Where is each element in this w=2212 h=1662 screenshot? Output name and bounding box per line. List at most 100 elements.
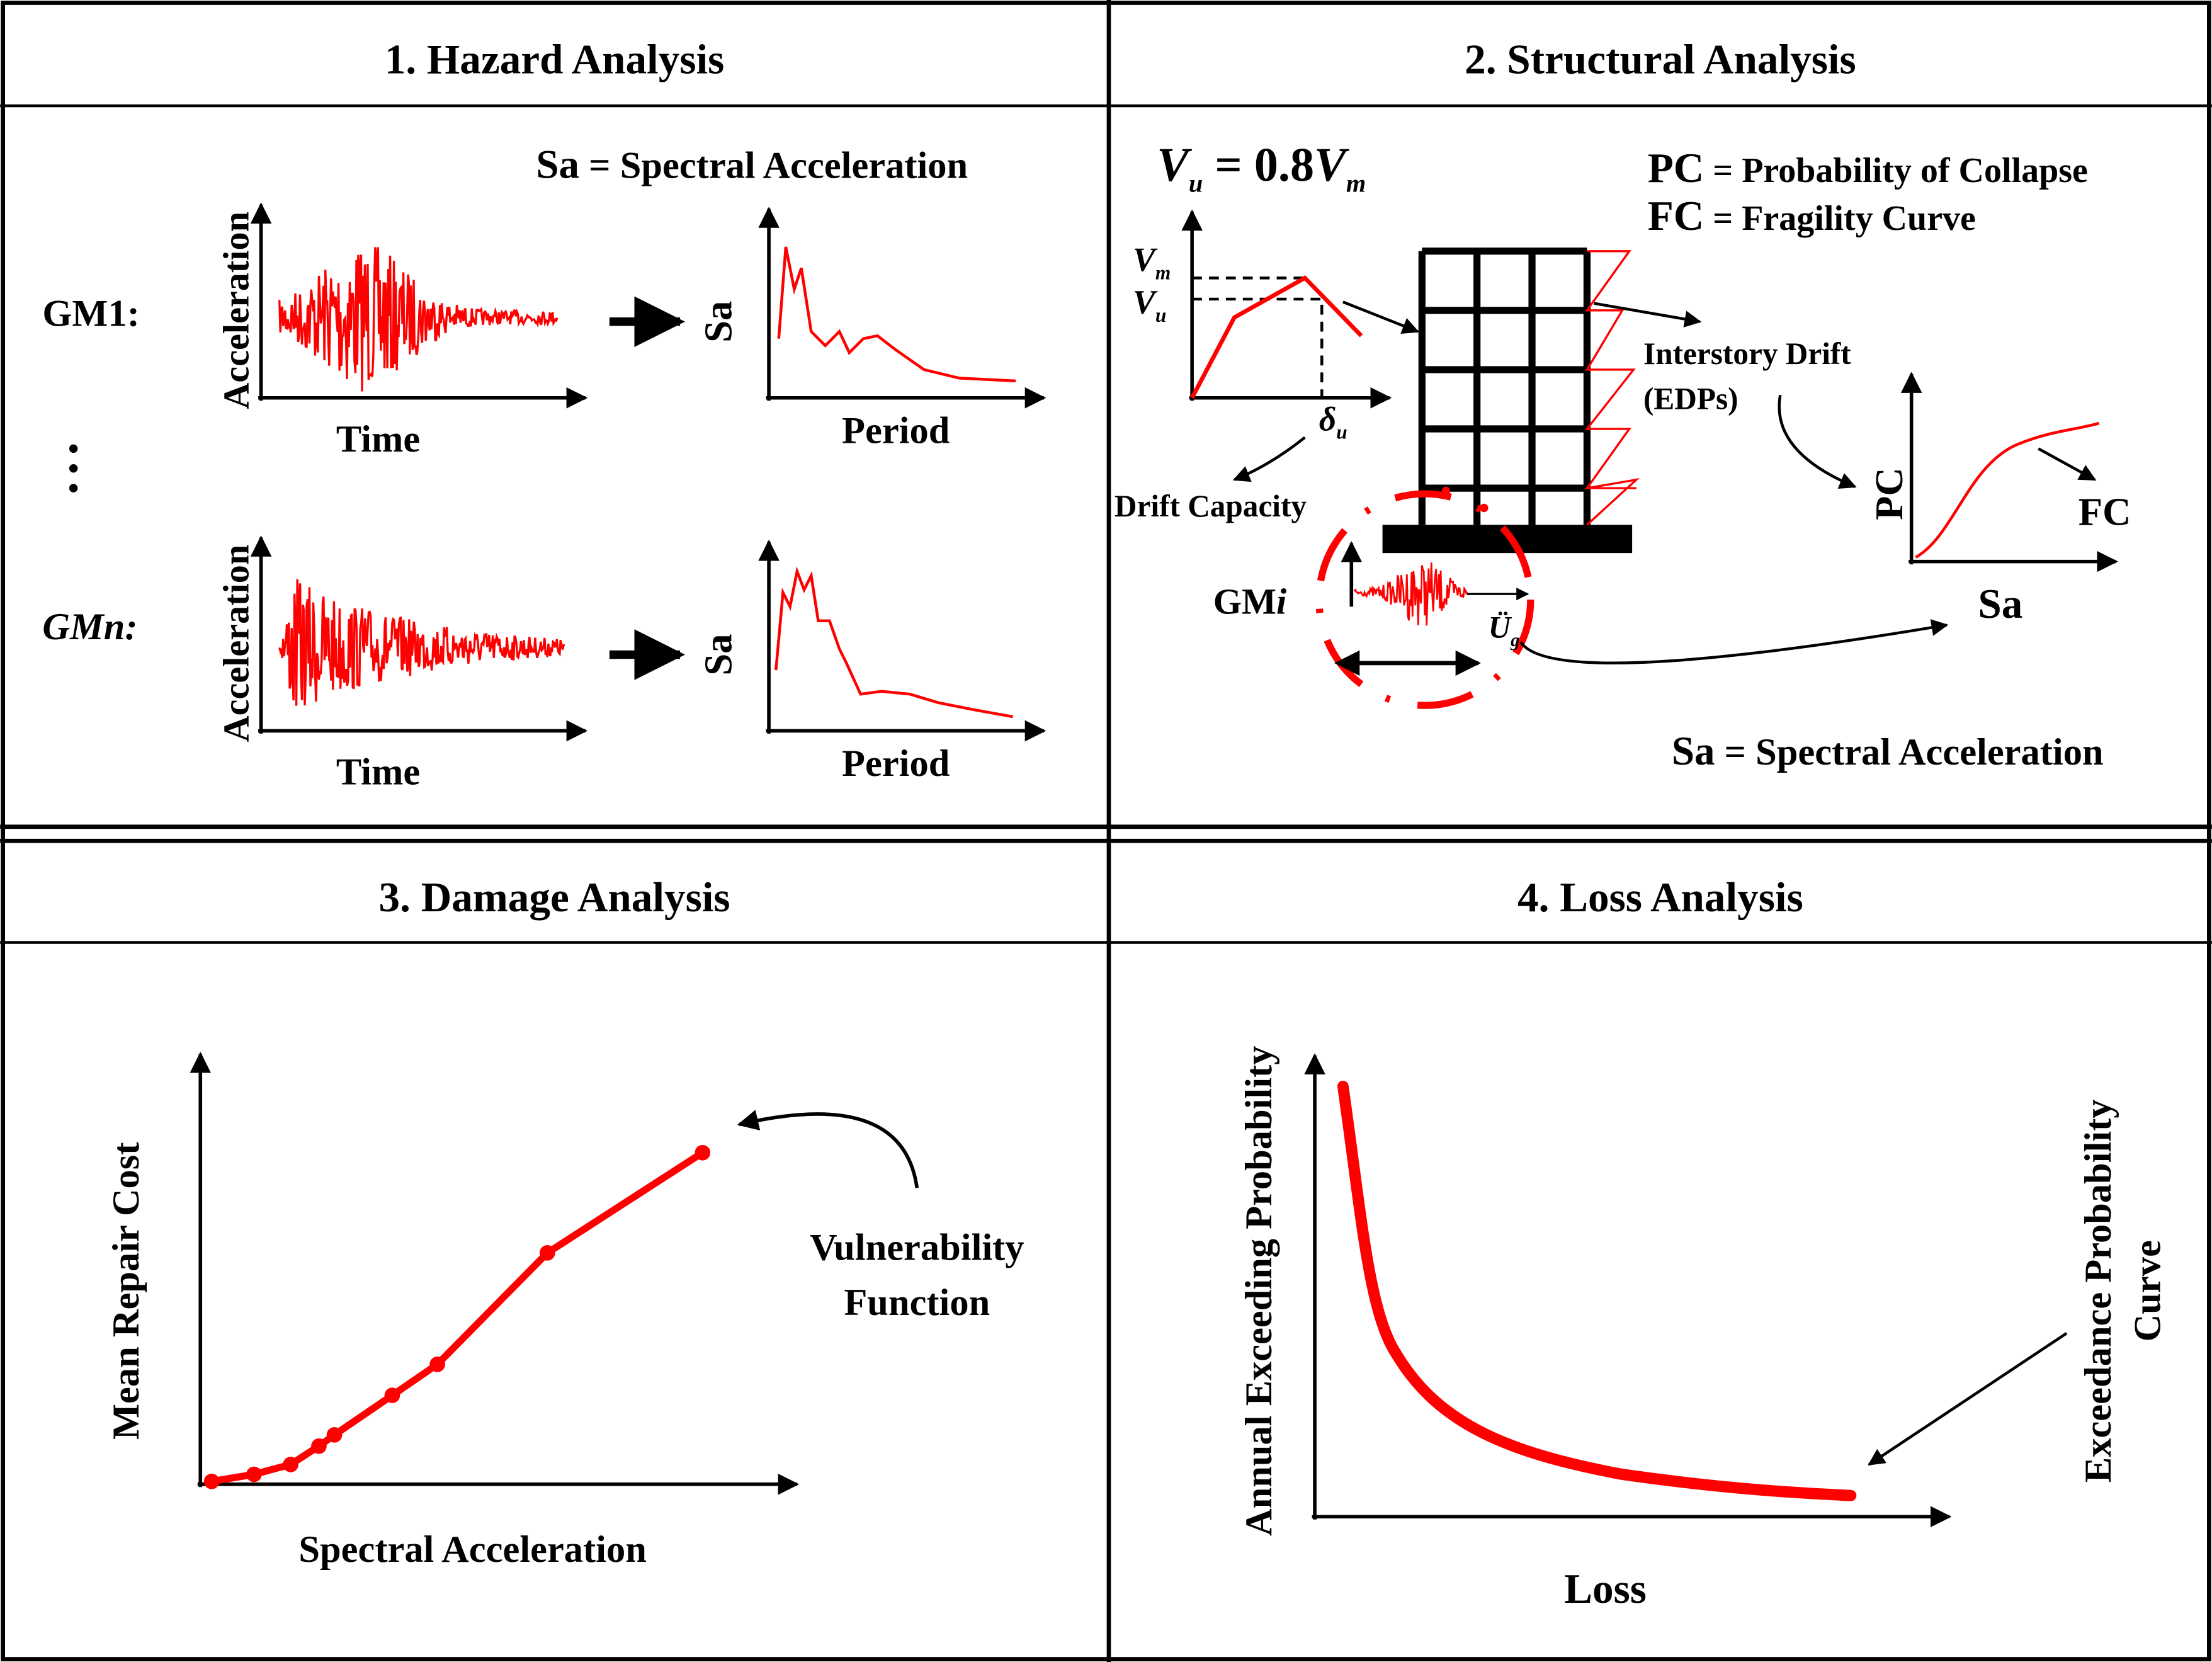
structural-panel: 2. Structural Analysis Vu = 0.8Vm PC = P… [1115, 35, 2131, 774]
ellipsis-dot [69, 484, 78, 492]
spectrum-y-label: Sa [696, 634, 740, 675]
delta-label: δu [1319, 400, 1347, 443]
point [203, 1473, 220, 1489]
sub: u [1336, 421, 1347, 443]
arrow [1868, 1332, 2068, 1466]
def-text: = Fragility Curve [1713, 199, 1976, 238]
abbr: PC [1648, 144, 1704, 191]
x-label: Loss [1564, 1565, 1647, 1612]
sub: u [1155, 304, 1166, 326]
curve-label: Exceedance Probability [2077, 1100, 2119, 1483]
vu-label: Vu [1133, 283, 1166, 326]
y-label: Mean Repair Cost [105, 1142, 147, 1440]
point [429, 1356, 445, 1372]
gm-i: i [1276, 581, 1286, 622]
point [246, 1466, 262, 1483]
curve-label: Function [844, 1282, 990, 1324]
sym: V [1133, 283, 1158, 321]
arrow [1594, 302, 1702, 327]
interstory-label: (EDPs) [1643, 382, 1738, 416]
ellipsis-dot [69, 464, 78, 473]
loss-panel: 4. Loss Analysis Annual Exceeding Probab… [1238, 874, 2169, 1612]
formula: Vu = 0.8Vm [1157, 139, 1366, 198]
point [283, 1457, 298, 1472]
panel-title: 3. Damage Analysis [379, 874, 730, 921]
gm: GM [1213, 581, 1276, 622]
point [695, 1144, 711, 1161]
vulnerability-curve [211, 1149, 705, 1485]
y-label: PC [1867, 467, 1911, 520]
abbr: Sa [536, 142, 579, 187]
interstory-label: Interstory Drift [1643, 336, 1851, 371]
sym: V [1314, 139, 1349, 191]
ground-circle [1315, 490, 1534, 709]
arrow [1519, 619, 1949, 664]
response-spectrum [774, 566, 1014, 719]
damage-panel: 3. Damage Analysis Mean Repair Cost Spec… [105, 874, 1024, 1571]
arrow [1342, 300, 1420, 334]
sym: Ü [1489, 610, 1512, 645]
gm-label: GMi [1213, 581, 1286, 622]
definition: FC = Fragility Curve [1648, 192, 1976, 239]
panel-title: 1. Hazard Analysis [385, 35, 724, 83]
abbr: FC [1648, 192, 1704, 239]
curve-label: Curve [2126, 1240, 2169, 1341]
sym: δ [1319, 400, 1337, 438]
fragility-curve: PC Sa FC [1867, 372, 2131, 627]
x-label: Sa [1978, 580, 2022, 627]
spectrum-x-label: Period [842, 409, 950, 452]
point [384, 1387, 400, 1403]
drift-profile [1584, 250, 1640, 526]
ground-motion-row: Acceleration Time Sa Period [215, 535, 1046, 794]
accelerogram [278, 247, 559, 392]
def-text: = Probability of Collapse [1713, 151, 2088, 190]
eq: = 0.8 [1203, 139, 1314, 191]
spectrum-y-label: Sa [696, 301, 740, 343]
sub: m [1346, 169, 1366, 198]
dot [1480, 503, 1489, 513]
legend: Sa = Spectral Acceleration [536, 142, 968, 187]
vm-label: Vm [1133, 241, 1171, 283]
exceedance-curve [1337, 1081, 1857, 1501]
hazard-panel: 1. Hazard Analysis Sa = Spectral Acceler… [42, 35, 1046, 794]
arrow [1778, 394, 1857, 489]
point [540, 1245, 555, 1261]
row-label: GMn: [42, 606, 137, 648]
accelerogram [278, 579, 565, 706]
panel-title: 4. Loss Analysis [1517, 874, 1803, 921]
definition: PC = Probability of Collapse [1648, 144, 2088, 191]
sub: m [1155, 262, 1171, 284]
y-label: Acceleration [215, 545, 256, 743]
curve-label: FC [2079, 489, 2131, 533]
drift-capacity: Drift Capacity [1115, 489, 1307, 523]
panel-title: 2. Structural Analysis [1465, 35, 1856, 83]
sym: V [1133, 241, 1158, 278]
arrow [737, 1110, 919, 1188]
point [311, 1438, 327, 1454]
x-label: Time [336, 418, 420, 460]
legend: Sa = Spectral Acceleration [1672, 729, 2104, 774]
point [326, 1427, 343, 1443]
curve-label: Vulnerability [810, 1227, 1024, 1269]
accel-label: Üg [1489, 610, 1520, 651]
ground-motion-row: Acceleration Time Sa Period [215, 202, 1046, 460]
x-label: Spectral Acceleration [298, 1528, 646, 1571]
sub: g [1510, 630, 1520, 651]
building [1382, 248, 1640, 554]
spectrum-x-label: Period [842, 743, 950, 785]
abbr: Sa [1672, 729, 1715, 774]
legend-text: = Spectral Acceleration [1725, 731, 2104, 773]
x-label: Time [336, 751, 420, 794]
pushover-curve: Vm Vu δu [1133, 209, 1392, 443]
ellipsis-dot [69, 444, 78, 453]
y-label: Acceleration [215, 212, 256, 409]
accelerogram [1353, 562, 1468, 626]
response-spectrum [777, 246, 1016, 383]
arrow [2038, 447, 2097, 481]
row-label: GM1: [42, 292, 139, 334]
sym: V [1157, 139, 1192, 191]
arrow [1232, 436, 1306, 482]
sub: u [1189, 169, 1203, 198]
